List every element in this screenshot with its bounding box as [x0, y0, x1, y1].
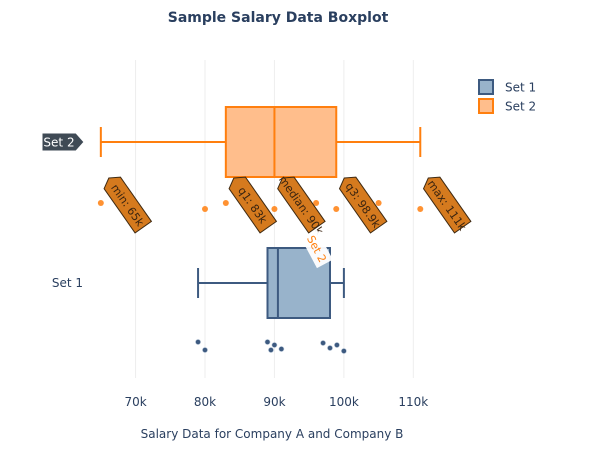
chart-title: Sample Salary Data Boxplot [168, 10, 389, 26]
category-tag-label: Set 2 [43, 136, 74, 150]
hover-label-shape [338, 176, 388, 234]
y-axis-categories: Set 1 Set 2 [41, 132, 85, 290]
data-point-set-1[interactable] [340, 348, 347, 354]
hover-label-tag: median: 90k [276, 173, 326, 237]
hover-label-shape [422, 176, 472, 234]
data-point-set-2[interactable] [375, 200, 382, 206]
box-iqr[interactable] [224, 106, 338, 178]
x-tick-label: 70k [124, 395, 146, 409]
data-point-set-2[interactable] [202, 206, 208, 212]
outlier-points [97, 200, 424, 354]
legend-label: Set 1 [505, 81, 536, 95]
data-point-set-1[interactable] [327, 345, 333, 351]
legend[interactable]: Set 1 Set 2 [478, 79, 536, 114]
data-point-set-2[interactable] [271, 206, 278, 212]
x-tick-label: 110k [398, 395, 428, 409]
data-point-set-2[interactable] [333, 206, 340, 212]
trace-tag-background [300, 229, 333, 269]
legend-swatch [478, 98, 494, 114]
x-axis: 70k 80k 90k 100k 110k [124, 395, 428, 409]
hover-label-shape [103, 176, 153, 234]
hover-label-tag: max: 111k [422, 176, 472, 234]
y-category-label-set-1: Set 1 [52, 276, 83, 290]
x-tick-label: 80k [194, 395, 216, 409]
data-point-set-1[interactable] [202, 347, 208, 353]
data-point-set-1[interactable] [271, 342, 278, 348]
data-point-set-1[interactable] [334, 342, 340, 348]
y-category-hover-tag-set-2: Set 2 [41, 132, 85, 152]
data-point-set-2[interactable] [417, 206, 424, 212]
hover-label-shape [277, 176, 326, 234]
data-point-set-1[interactable] [264, 339, 271, 345]
hover-label-tag: min: 65k [103, 176, 153, 234]
data-point-set-2[interactable] [97, 200, 104, 206]
set-2-box-group[interactable] [99, 106, 422, 178]
data-point-set-1[interactable] [195, 339, 201, 345]
legend-label: Set 2 [505, 100, 536, 114]
data-point-set-2[interactable] [222, 200, 229, 206]
legend-swatch [478, 79, 494, 95]
hover-label-text: median: 90k [276, 173, 326, 237]
x-axis-title: Salary Data for Company A and Company B [141, 427, 404, 441]
x-tick-label: 100k [329, 395, 359, 409]
legend-item-set-1[interactable]: Set 1 [478, 79, 536, 95]
data-point-set-2[interactable] [313, 200, 320, 206]
category-tag-shape [41, 132, 85, 152]
hover-label-text: max: 111k [425, 178, 470, 234]
data-point-set-1[interactable] [268, 347, 274, 353]
hover-label-tag: q1: 83k [228, 176, 278, 234]
data-point-set-1[interactable] [278, 346, 285, 352]
hover-label-shape [228, 176, 278, 234]
data-point-set-1[interactable] [320, 340, 326, 346]
x-tick-label: 90k [263, 395, 285, 409]
legend-item-set-2[interactable]: Set 2 [478, 98, 536, 114]
